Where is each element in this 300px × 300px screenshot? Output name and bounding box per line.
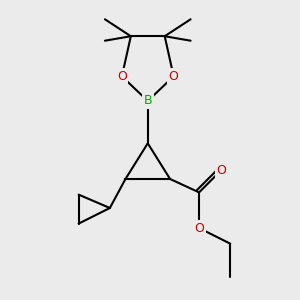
Text: O: O bbox=[117, 70, 127, 83]
Text: O: O bbox=[194, 222, 204, 235]
Text: O: O bbox=[169, 70, 178, 83]
Text: O: O bbox=[216, 164, 226, 177]
Text: B: B bbox=[143, 94, 152, 107]
